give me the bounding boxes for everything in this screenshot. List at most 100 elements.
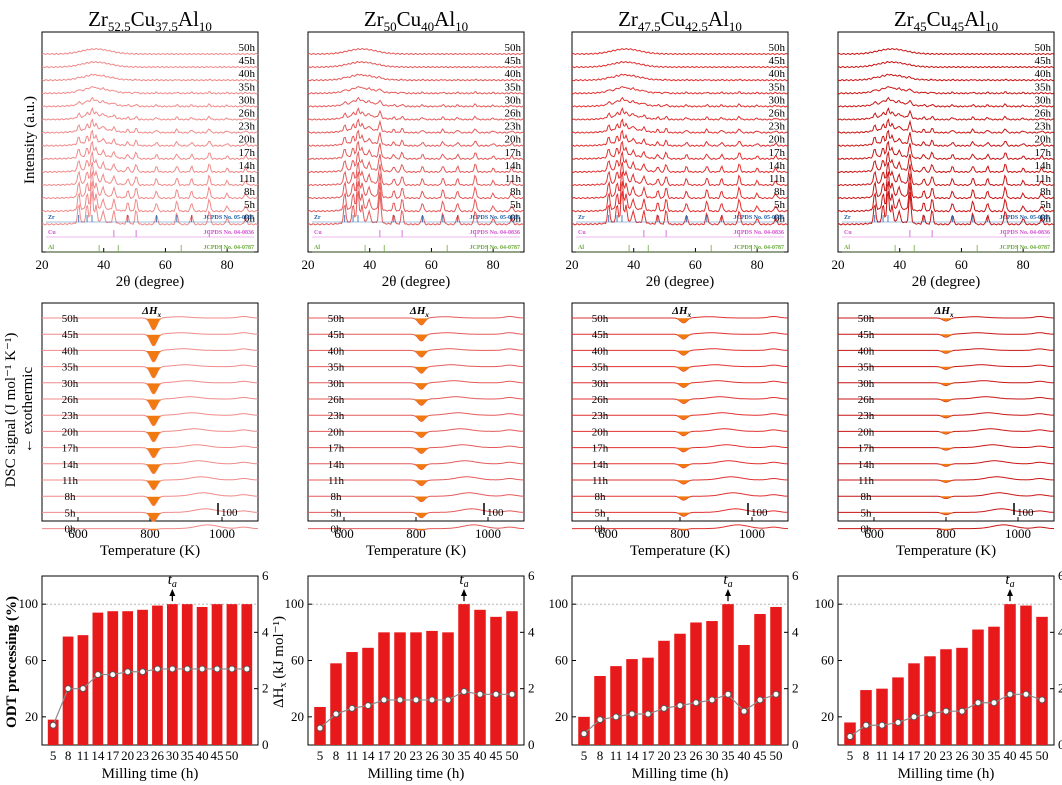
dsc-hour-label: 8h (861, 491, 873, 503)
dsc-curve-23h (572, 412, 789, 421)
xrd-curve-14h (571, 150, 789, 174)
dsc-hour-label: 11h (62, 475, 79, 487)
alloy-title: Zr45Cu45Al10 (894, 7, 998, 34)
dsc-hour-label: 17h (328, 443, 345, 455)
dsc-exotherm (145, 351, 162, 362)
dsc-hour-label: 50h (858, 313, 875, 325)
dh-marker (724, 690, 732, 698)
bar-xlabel: Milling time (h) (632, 766, 729, 782)
xrd-curve-23h (307, 118, 525, 134)
dh-marker (49, 721, 57, 729)
dh-marker (213, 665, 221, 673)
odt-bar (892, 677, 904, 745)
xrd-curve-26h (837, 107, 1055, 121)
jcpds-element: Cu (844, 230, 852, 236)
jcpds-element: Al (844, 245, 850, 251)
dsc-tick-label: 1000 (739, 526, 765, 541)
dsc-exotherm (413, 383, 430, 390)
left-tick-label: 60 (291, 653, 304, 668)
milling-tick-label: 20 (658, 748, 671, 763)
dh-marker (168, 665, 176, 673)
xrd-curve-0h (41, 191, 259, 226)
xrd-curve-40h (307, 73, 525, 82)
xrd-curve-26h (571, 107, 789, 121)
dsc-hour-label: 11h (328, 475, 345, 487)
milling-tick-label: 8 (597, 748, 604, 763)
xrd-curve-50h (307, 47, 525, 56)
jcpds-card: JCPDS No. 04-0787 (734, 245, 785, 251)
xrd-curve-14h (837, 150, 1055, 174)
dh-marker (740, 707, 748, 715)
xrd-curve-23h (571, 118, 789, 134)
dsc-hour-label: 5h (861, 507, 873, 519)
odt-bar (181, 604, 193, 745)
odt-bar (738, 645, 750, 745)
dh-annotation: ΔHx (671, 305, 691, 319)
xrd-curve-0h (837, 191, 1055, 226)
milling-tick-label: 35 (458, 748, 471, 763)
odt-bar (722, 604, 734, 745)
odt-bar (1036, 616, 1048, 745)
dsc-exotherm (675, 366, 692, 372)
odt-bar (152, 605, 163, 745)
jcpds-element: Al (48, 245, 54, 251)
xrd-hour-label: 0h (510, 212, 522, 224)
xrd-curve-20h (838, 129, 1055, 147)
dsc-xlabel: Temperature (K) (630, 543, 730, 559)
dsc-exotherm (938, 350, 954, 354)
xrd-curve-30h (571, 96, 789, 108)
dsc-exotherm (413, 399, 430, 406)
milling-tick-label: 23 (940, 748, 953, 763)
dh-marker (862, 721, 870, 729)
ta-label: ta (1005, 572, 1014, 590)
xrd-tick-label: 80 (221, 257, 234, 272)
xrd-curve-35h (837, 86, 1055, 95)
dh-marker (444, 696, 452, 704)
dsc-exotherm (145, 318, 162, 330)
odt-bar (940, 649, 952, 745)
milling-tick-label: 5 (50, 748, 57, 763)
dsc-hour-label: 40h (328, 345, 345, 357)
right-tick-label: 4 (1058, 624, 1062, 639)
dsc-hour-label: 8h (65, 491, 77, 503)
xrd-hour-label: 20h (505, 134, 522, 146)
xrd-curve-20h (572, 129, 789, 147)
dsc-exotherm (413, 512, 430, 518)
dsc-curve-17h (308, 444, 525, 455)
odt-bar (924, 656, 936, 745)
jcpds-card: JCPDS No. 04-0787 (1000, 245, 1051, 251)
dh-annotation: ΔHx (141, 305, 161, 319)
dh-marker (958, 707, 966, 715)
xrd-hour-label: 8h (244, 186, 256, 198)
xrd-hour-label: 45h (239, 55, 256, 67)
odt-bar (908, 663, 920, 745)
dsc-hour-label: 0h (331, 524, 343, 536)
xrd-curve-0h (571, 191, 789, 226)
dsc-tick-label: 600 (598, 526, 618, 541)
odt-bar (47, 719, 59, 745)
xrd-curve-8h (307, 171, 525, 200)
right-tick-label: 0 (1058, 737, 1062, 752)
scale-label: 100 (221, 507, 238, 519)
dsc-hour-label: 11h (858, 475, 875, 487)
xrd-hour-label: 50h (1035, 42, 1052, 54)
dsc-exotherm (145, 383, 162, 394)
xrd-curve-50h (837, 47, 1055, 56)
milling-tick-label: 8 (65, 748, 72, 763)
jcpds-element: Zr (578, 215, 585, 221)
dsc-exotherm (675, 480, 692, 484)
dsc-exotherm (675, 464, 692, 468)
milling-tick-label: 45 (1020, 748, 1033, 763)
xrd-tick-label: 80 (487, 257, 500, 272)
dsc-hour-label: 26h (328, 394, 345, 406)
xrd-hour-label: 17h (239, 147, 256, 159)
right-tick-label: 0 (262, 737, 269, 752)
dh-marker (348, 704, 356, 712)
dsc-hour-label: 14h (858, 459, 875, 471)
dsc-hour-label: 23h (858, 410, 875, 422)
dsc-hour-label: 20h (592, 426, 609, 438)
xrd-hour-label: 35h (1035, 81, 1052, 93)
dsc-hour-label: 23h (592, 410, 609, 422)
